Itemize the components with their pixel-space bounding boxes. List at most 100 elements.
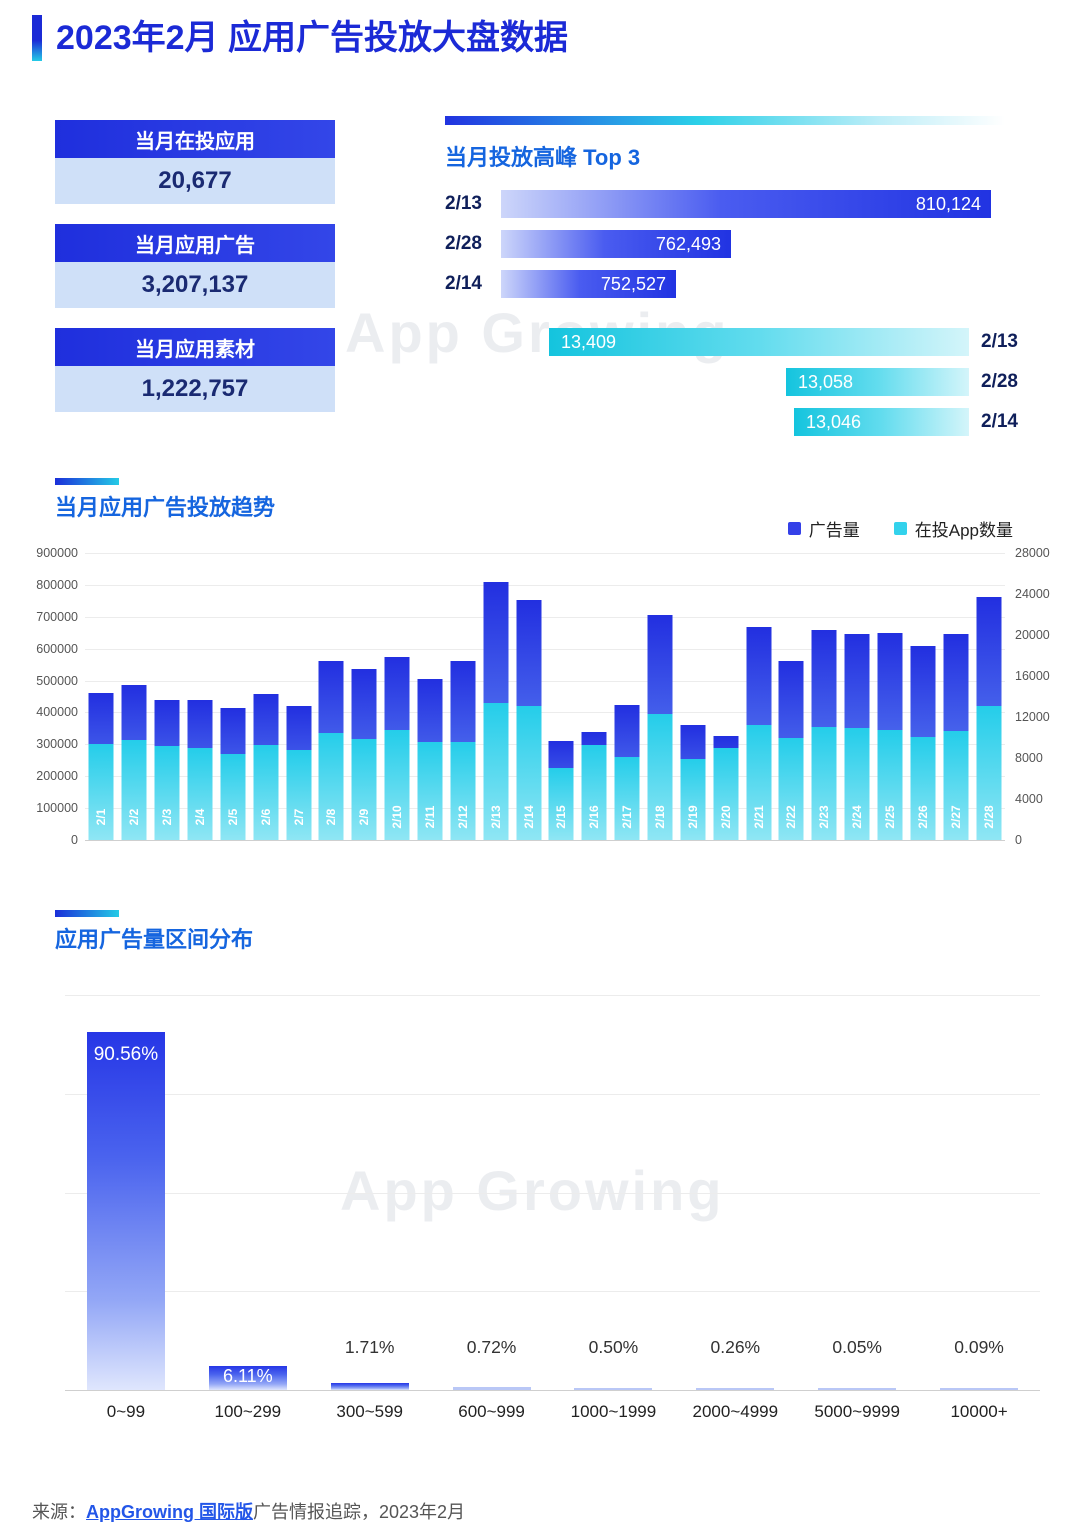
dist-bar xyxy=(330,1383,409,1390)
trend-app-bar xyxy=(680,759,706,840)
dist-category-label: 100~299 xyxy=(214,1402,282,1421)
footer-prefix: 来源： xyxy=(32,1502,86,1522)
trend-date-label: 2/12 xyxy=(455,805,470,829)
trend-date-label: 2/21 xyxy=(751,805,766,829)
top3-title: 当月投放高峰 Top 3 xyxy=(445,145,641,170)
trend-date-label: 2/5 xyxy=(225,808,240,826)
trend-app-bar xyxy=(976,706,1002,840)
trend-date-label: 2/22 xyxy=(784,805,799,829)
legend-label-apps: 在投App数量 xyxy=(914,521,1013,540)
trend-app-bar xyxy=(88,743,114,840)
trend-bar-slot: 2/21 xyxy=(742,553,775,840)
dist-value-label: 0.09% xyxy=(954,1337,1004,1357)
trend-legend: 广告量 在投App数量 xyxy=(787,516,1013,541)
trend-gridline xyxy=(85,553,1005,554)
dist-bar xyxy=(86,1032,165,1390)
trend-bar-slot: 2/1 xyxy=(85,553,118,840)
report-header: 2023年2月 应用广告投放大盘数据 xyxy=(32,14,568,62)
trend-date-label: 2/19 xyxy=(685,805,700,829)
dist-plot: 90.56% 0~99 6.11% 100~299 1.71% 300~599 0.72% 6… xyxy=(65,995,1040,1421)
legend-swatch-blue xyxy=(787,522,801,535)
top3-app-row: 13,046 2/14 xyxy=(445,408,1037,436)
stat-label: 当月在投应用 xyxy=(55,120,335,158)
trend-date-label: 2/24 xyxy=(850,805,865,829)
trend-bar-slot: 2/10 xyxy=(381,553,414,840)
dist-bar-slot: 0.72% 600~999 xyxy=(431,995,553,1421)
trend-date-label: 2/13 xyxy=(488,805,503,829)
dist-bar xyxy=(818,1387,897,1390)
trend-app-bar xyxy=(877,730,903,840)
top3-app-row: 13,409 2/13 xyxy=(445,328,1037,356)
trend-section: 当月应用广告投放趋势 广告量 在投App数量 0 100000 200000 3000… xyxy=(28,472,1058,872)
stat-value: 3,207,137 xyxy=(55,262,335,308)
trend-app-bar xyxy=(286,749,312,840)
trend-bar-slot: 2/25 xyxy=(874,553,907,840)
dist-gridline xyxy=(65,1093,1040,1095)
trend-date-label: 2/11 xyxy=(422,805,437,829)
trend-bar-slot: 2/14 xyxy=(512,553,545,840)
trend-app-bar xyxy=(943,731,969,840)
trend-gridline xyxy=(85,680,1005,682)
trend-right-axis-label: 12000 xyxy=(1015,710,1050,724)
trend-right-axis-label: 8000 xyxy=(1015,751,1043,765)
trend-date-label: 2/23 xyxy=(817,805,832,829)
dist-category-label: 10000+ xyxy=(950,1402,1008,1421)
trend-bar-slot: 2/16 xyxy=(578,553,611,840)
top3-date-label: 2/13 xyxy=(445,193,482,214)
trend-bar-slot: 2/3 xyxy=(151,553,184,840)
trend-bar-slot: 2/2 xyxy=(118,553,151,840)
top3-bar-track: 13,046 xyxy=(445,408,969,436)
trend-right-axis-label: 16000 xyxy=(1015,669,1050,683)
trend-gridline xyxy=(85,584,1005,586)
trend-date-label: 2/17 xyxy=(620,805,635,829)
trend-date-label: 2/15 xyxy=(554,805,569,829)
top3-app-bars: 13,409 2/13 13,058 2/28 13,046 2/14 xyxy=(445,328,1037,436)
trend-bar-slot: 2/27 xyxy=(939,553,972,840)
trend-gridline xyxy=(85,616,1005,618)
trend-app-bar xyxy=(417,741,443,840)
trend-app-bar xyxy=(548,768,574,840)
top3-ad-bar: 752,527 xyxy=(501,270,676,298)
trend-bar-slot: 2/17 xyxy=(611,553,644,840)
stat-value: 20,677 xyxy=(55,158,335,204)
trend-bar-slot: 2/20 xyxy=(709,553,742,840)
trend-date-label: 2/25 xyxy=(882,805,897,829)
dist-bar-slot: 0.05% 5000~9999 xyxy=(796,995,918,1421)
trend-app-bar xyxy=(220,753,246,840)
trend-date-label: 2/6 xyxy=(258,808,273,826)
dist-gridline xyxy=(65,1291,1040,1293)
trend-gridline xyxy=(85,840,1005,841)
top3-bar-track: 762,493 xyxy=(501,230,1037,258)
trend-app-bar xyxy=(811,727,837,840)
top3-date-label: 2/13 xyxy=(981,331,1018,352)
trend-bar-slot: 2/26 xyxy=(906,553,939,840)
trend-app-bar xyxy=(910,736,936,840)
top3-bar-track: 810,124 xyxy=(501,190,1037,218)
dist-bar-slot: 6.11% 100~299 xyxy=(187,995,309,1421)
appgrowing-link[interactable]: AppGrowing 国际版 xyxy=(86,1502,253,1522)
trend-bar-slot: 2/19 xyxy=(676,553,709,840)
trend-bar-slot: 2/22 xyxy=(775,553,808,840)
trend-app-bar xyxy=(581,744,607,840)
trend-bar-slot: 2/15 xyxy=(545,553,578,840)
trend-bar-slot: 2/18 xyxy=(644,553,677,840)
stat-label: 当月应用素材 xyxy=(55,328,335,366)
trend-app-bar xyxy=(187,747,213,840)
top3-accent-strip xyxy=(445,116,1005,125)
top3-ad-bar: 810,124 xyxy=(501,190,991,218)
dist-category-label: 2000~4999 xyxy=(692,1402,779,1421)
dist-bar-slot: 90.56% 0~99 xyxy=(65,995,187,1421)
trend-accent-bar xyxy=(55,478,119,485)
trend-date-label: 2/16 xyxy=(587,805,602,829)
trend-app-bar xyxy=(450,741,476,840)
stat-card-active-apps: 当月在投应用 20,677 xyxy=(55,120,335,204)
dist-bar xyxy=(940,1387,1019,1390)
dist-bar-slot: 0.26% 2000~4999 xyxy=(674,995,796,1421)
trend-bar-slot: 2/11 xyxy=(414,553,447,840)
dist-value-label: 90.56% xyxy=(93,1044,159,1065)
footer-suffix: 广告情报追踪，2023年2月 xyxy=(252,1502,466,1522)
trend-app-bar xyxy=(121,739,147,840)
dist-value-label: 0.50% xyxy=(588,1337,639,1357)
trend-left-axis-label: 300000 xyxy=(36,737,78,752)
